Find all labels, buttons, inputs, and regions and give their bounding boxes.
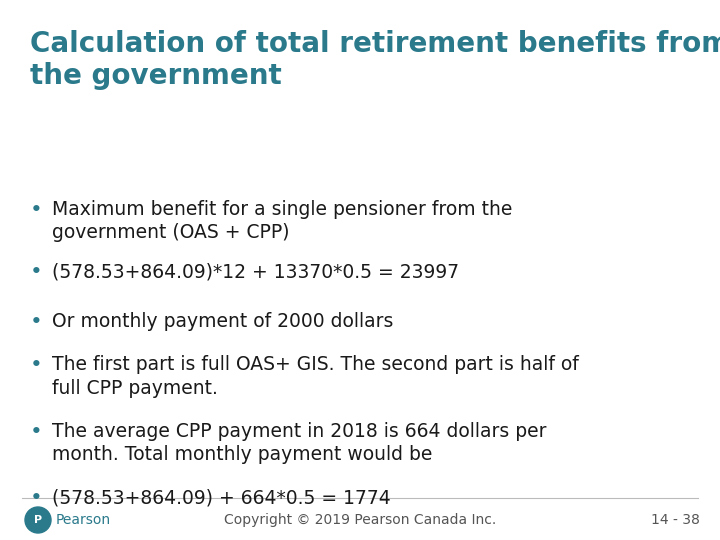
Text: P: P — [34, 515, 42, 525]
Text: •: • — [30, 488, 42, 508]
Text: The average CPP payment in 2018 is 664 dollars per
month. Total monthly payment : The average CPP payment in 2018 is 664 d… — [52, 422, 546, 464]
Text: Pearson: Pearson — [56, 513, 111, 527]
Text: (578.53+864.09)*12 + 13370*0.5 = 23997: (578.53+864.09)*12 + 13370*0.5 = 23997 — [52, 262, 459, 281]
Text: Calculation of total retirement benefits from: Calculation of total retirement benefits… — [30, 30, 720, 58]
Text: 14 - 38: 14 - 38 — [651, 513, 700, 527]
Text: •: • — [30, 355, 42, 375]
Text: Maximum benefit for a single pensioner from the
government (OAS + CPP): Maximum benefit for a single pensioner f… — [52, 200, 513, 242]
Text: •: • — [30, 312, 42, 332]
Text: •: • — [30, 262, 42, 282]
Text: The first part is full OAS+ GIS. The second part is half of
full CPP payment.: The first part is full OAS+ GIS. The sec… — [52, 355, 579, 397]
Text: •: • — [30, 200, 42, 220]
Text: •: • — [30, 422, 42, 442]
Text: Or monthly payment of 2000 dollars: Or monthly payment of 2000 dollars — [52, 312, 393, 331]
Text: Copyright © 2019 Pearson Canada Inc.: Copyright © 2019 Pearson Canada Inc. — [224, 513, 496, 527]
Circle shape — [25, 507, 51, 533]
Text: (578.53+864.09) + 664*0.5 = 1774: (578.53+864.09) + 664*0.5 = 1774 — [52, 488, 391, 507]
Text: the government: the government — [30, 62, 282, 90]
